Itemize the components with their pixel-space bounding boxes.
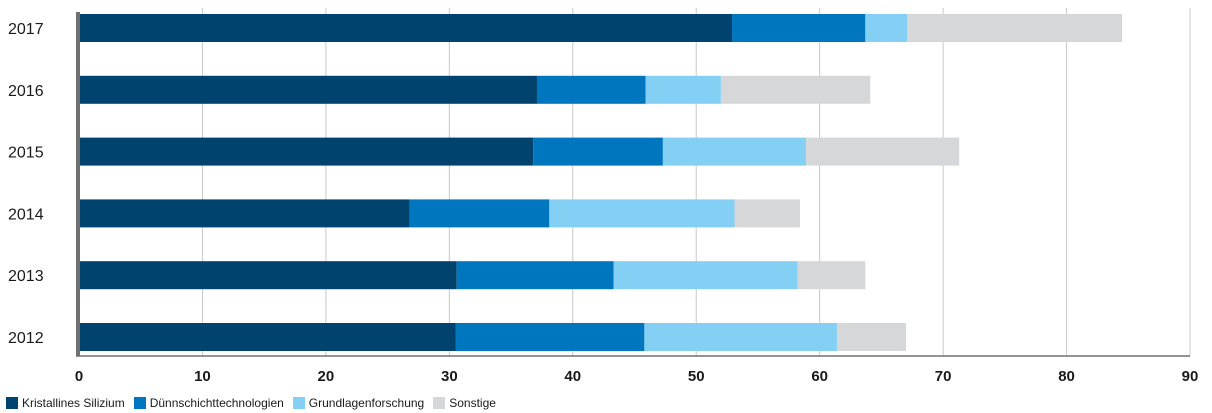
category-label-2016: 2016 xyxy=(8,83,44,100)
legend-label: Sonstige xyxy=(449,396,496,410)
bar-segment-2017-4 xyxy=(907,14,1123,42)
bar-segment-2015-1 xyxy=(79,137,534,166)
legend-swatch xyxy=(292,397,305,409)
x-tick-label: 20 xyxy=(318,368,335,385)
category-label-2015: 2015 xyxy=(8,145,44,162)
legend-label: Kristallines Silizium xyxy=(22,396,125,410)
bar-segment-2016-4 xyxy=(720,75,871,104)
category-labels: 2017 2016 2015 2014 2013 2012 xyxy=(8,21,44,347)
x-tick-label: 10 xyxy=(194,368,211,385)
x-tick-label: 50 xyxy=(688,368,705,385)
legend-swatch xyxy=(6,397,18,409)
x-tick-label: 60 xyxy=(811,368,828,385)
category-label-2013: 2013 xyxy=(8,268,44,285)
bar-segment-2017-3 xyxy=(865,14,908,42)
bar-segment-2015-3 xyxy=(662,137,807,166)
legend-swatch xyxy=(133,397,146,409)
x-tick-label: 80 xyxy=(1058,368,1075,385)
bar-segment-2012-2 xyxy=(455,323,645,351)
legend: Kristallines Silizium Dünnschichttechnolo… xyxy=(6,396,505,410)
category-label-2012: 2012 xyxy=(8,330,44,347)
bar-segment-2017-1 xyxy=(79,14,733,42)
bar-segment-2013-4 xyxy=(797,261,866,290)
category-label-2017: 2017 xyxy=(8,21,44,38)
bar-segment-2015-2 xyxy=(533,137,663,166)
legend-item-4: Sonstige xyxy=(433,396,496,410)
bar-segment-2017-2 xyxy=(732,14,866,42)
legend-swatch xyxy=(433,397,446,409)
x-tick-label: 30 xyxy=(441,368,458,385)
legend-item-1: Kristallines Silizium xyxy=(6,396,125,410)
legend-label: Dünnschichttechnologien xyxy=(149,396,284,410)
bar-segment-2016-1 xyxy=(79,75,537,104)
bar-segment-2016-3 xyxy=(645,75,721,104)
x-tick-label: 40 xyxy=(564,368,581,385)
bar-segment-2014-1 xyxy=(79,199,410,228)
x-tick-label: 0 xyxy=(75,368,83,385)
bar-segment-2014-3 xyxy=(549,199,735,228)
bar-segment-2014-4 xyxy=(734,199,800,228)
legend-item-2: Dünnschichttechnologien xyxy=(133,396,284,410)
bar-segment-2012-1 xyxy=(79,323,456,351)
bar-segment-2014-2 xyxy=(409,199,550,228)
bars xyxy=(79,14,1123,351)
bar-segment-2015-4 xyxy=(806,137,960,166)
stacked-bar-chart: 2017 2016 2015 2014 2013 2012 0 10 20 30 40 50 60 70… xyxy=(8,8,1199,385)
bar-segment-2013-3 xyxy=(613,261,798,290)
bar-segment-2012-4 xyxy=(836,323,907,351)
x-tick-label: 90 xyxy=(1182,368,1199,385)
x-tick-label: 70 xyxy=(935,368,952,385)
gridlines xyxy=(201,8,1191,356)
bar-segment-2012-3 xyxy=(644,323,837,351)
bar-segment-2013-2 xyxy=(456,261,614,290)
bar-segment-2016-2 xyxy=(536,75,646,104)
category-label-2014: 2014 xyxy=(8,206,44,223)
bar-segment-2013-1 xyxy=(79,261,457,290)
legend-item-3: Grundlagenforschung xyxy=(292,396,425,410)
x-tick-labels: 0 10 20 30 40 50 60 70 80 90 xyxy=(75,368,1199,385)
legend-label: Grundlagenforschung xyxy=(308,396,425,410)
